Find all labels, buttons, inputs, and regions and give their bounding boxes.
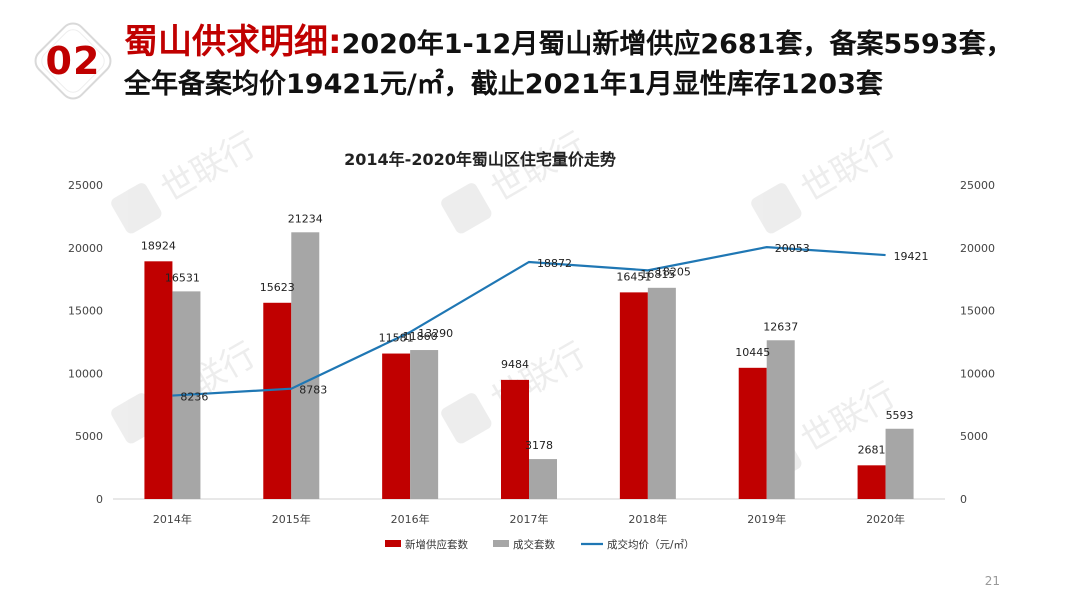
y-left-tick-label: 25000 (68, 179, 103, 192)
data-label-deal-count: 11860 (403, 330, 438, 343)
data-label-avg-price: 20053 (775, 242, 810, 255)
data-label-deal-count: 21234 (288, 212, 323, 225)
data-label-deal-count: 16815 (640, 268, 675, 281)
y-left-tick-label: 10000 (68, 367, 103, 380)
watermark-text: 世联行 (485, 335, 593, 421)
data-label-avg-price: 18205 (656, 265, 691, 278)
watermark: 世联行 (441, 125, 593, 234)
legend-label: 成交套数 (513, 538, 555, 551)
bar-new-supply (857, 465, 886, 499)
headline-highlight: 蜀山供求明细: (124, 22, 342, 62)
x-tick-label: 2018年 (628, 512, 667, 526)
y-right-tick-label: 5000 (960, 430, 988, 443)
legend-swatch (493, 540, 509, 547)
legend-swatch (385, 540, 401, 547)
data-label-new-supply: 16451 (616, 270, 651, 283)
watermark-text: 世联行 (795, 125, 903, 211)
bar-deal-count (529, 459, 557, 499)
data-label-avg-price: 19421 (894, 250, 929, 263)
bar-deal-count (647, 287, 676, 499)
y-left-tick-label: 0 (96, 493, 103, 506)
x-tick-label: 2015年 (272, 512, 311, 526)
data-label-deal-count: 16531 (165, 271, 200, 284)
y-left-tick-label: 20000 (68, 242, 103, 255)
bar-deal-count (766, 340, 795, 499)
watermark-logo-icon (111, 183, 162, 234)
y-right-tick-label: 20000 (960, 242, 995, 255)
data-label-new-supply: 11581 (379, 332, 414, 345)
data-label-deal-count: 3178 (525, 439, 553, 452)
bar-new-supply (738, 367, 767, 499)
data-label-new-supply: 9484 (501, 358, 529, 371)
data-label-new-supply: 2681 (858, 443, 886, 456)
headline: 蜀山供求明细:2020年1-12月蜀山新增供应2681套，备案5593套， 全年… (124, 22, 1064, 105)
data-label-deal-count: 5593 (886, 409, 914, 422)
data-label-new-supply: 18924 (141, 239, 176, 252)
data-label-avg-price: 8783 (299, 384, 327, 397)
bar-deal-count (885, 428, 914, 499)
watermark: 世联行 (111, 125, 263, 234)
headline-line2: 全年备案均价19421元/㎡，截止2021年1月显性库存1203套 (124, 69, 883, 100)
section-number: 02 (45, 39, 101, 83)
watermark-logo-icon (751, 183, 802, 234)
bar-new-supply (501, 379, 529, 499)
watermark-text: 世联行 (155, 125, 263, 211)
data-label-avg-price: 13290 (418, 327, 453, 340)
y-left-tick-label: 5000 (75, 430, 103, 443)
data-label-deal-count: 12637 (763, 320, 798, 333)
y-right-tick-label: 10000 (960, 367, 995, 380)
watermark-logo-icon (441, 393, 492, 444)
watermark-logo-icon (441, 183, 492, 234)
watermark: 世联行 (751, 125, 903, 234)
x-tick-label: 2019年 (747, 512, 786, 526)
y-right-tick-label: 15000 (960, 305, 995, 318)
headline-line1: 2020年1-12月蜀山新增供应2681套，备案5593套， (341, 29, 1013, 60)
y-right-tick-label: 25000 (960, 179, 995, 192)
page-number: 21 (984, 574, 1000, 588)
bar-deal-count (291, 232, 320, 499)
section-badge: 02 (30, 18, 116, 104)
x-tick-label: 2017年 (510, 512, 549, 526)
y-left-tick-label: 15000 (68, 305, 103, 318)
bar-new-supply (382, 353, 411, 499)
x-tick-label: 2016年 (391, 512, 430, 526)
bar-deal-count (410, 350, 439, 499)
x-tick-label: 2020年 (866, 512, 905, 526)
bar-new-supply (263, 302, 292, 499)
y-right-tick-label: 0 (960, 493, 967, 506)
badge-frame-icon (34, 22, 112, 100)
line-avg-price (172, 246, 886, 397)
legend-label: 新增供应套数 (405, 538, 468, 551)
data-label-new-supply: 15623 (260, 281, 295, 294)
legend-label: 成交均价（元/㎡） (607, 538, 695, 551)
data-label-avg-price: 18872 (537, 257, 572, 270)
bar-new-supply (144, 261, 173, 499)
data-label-new-supply: 10445 (735, 346, 770, 359)
chart-title: 2014年-2020年蜀山区住宅量价走势 (344, 150, 616, 169)
data-label-avg-price: 8236 (180, 391, 208, 404)
x-tick-label: 2014年 (153, 512, 192, 526)
bar-new-supply (619, 292, 648, 499)
